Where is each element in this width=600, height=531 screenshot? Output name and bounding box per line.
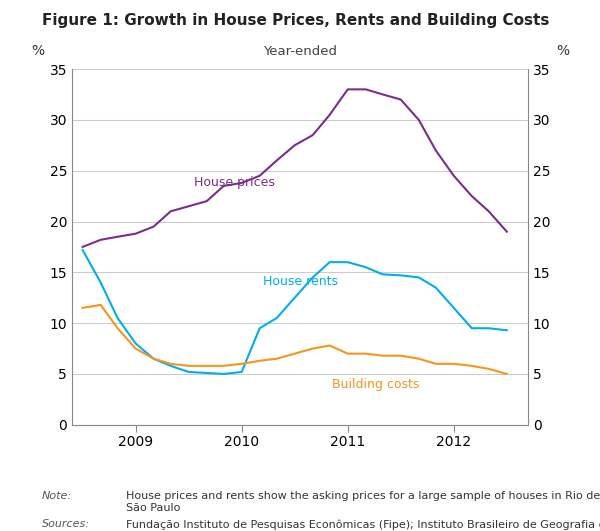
- Text: Figure 1: Growth in House Prices, Rents and Building Costs: Figure 1: Growth in House Prices, Rents …: [42, 13, 550, 28]
- Text: House rents: House rents: [263, 275, 338, 287]
- Text: Year-ended: Year-ended: [263, 45, 337, 58]
- Text: Note:: Note:: [42, 491, 72, 501]
- Text: %: %: [556, 45, 569, 58]
- Text: House prices: House prices: [194, 176, 275, 189]
- Text: House prices and rents show the asking prices for a large sample of houses in Ri: House prices and rents show the asking p…: [126, 491, 600, 513]
- Text: Building costs: Building costs: [332, 378, 419, 391]
- Text: Sources:: Sources:: [42, 519, 90, 529]
- Text: %: %: [31, 45, 44, 58]
- Text: Fundação Instituto de Pesquisas Econômicas (Fipe); Instituto Brasileiro de Geogr: Fundação Instituto de Pesquisas Econômic…: [126, 519, 600, 530]
